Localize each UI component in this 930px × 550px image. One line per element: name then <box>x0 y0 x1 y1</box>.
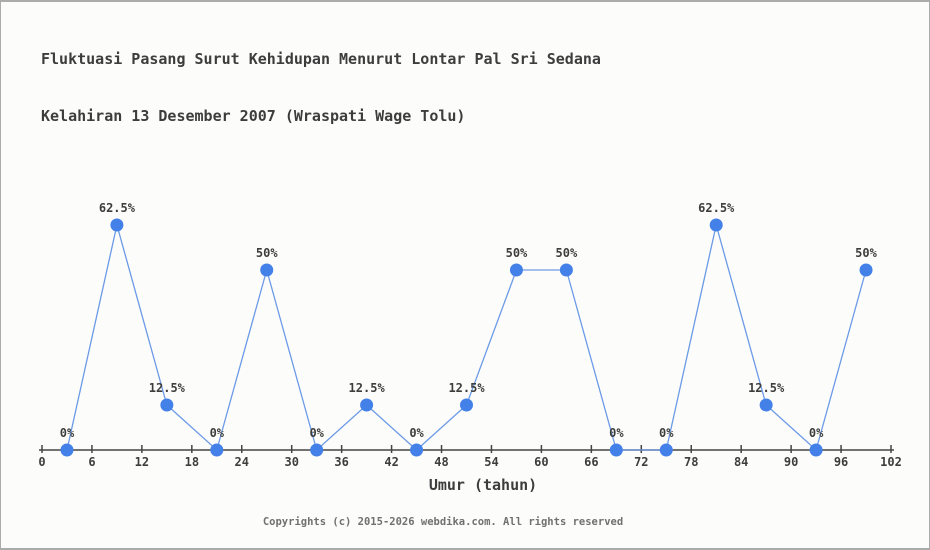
x-tick-label: 66 <box>584 455 598 469</box>
chart-title-line1: Fluktuasi Pasang Surut Kehidupan Menurut… <box>41 50 601 68</box>
series-line <box>66 224 867 452</box>
data-point <box>559 263 573 277</box>
data-point <box>60 443 74 457</box>
x-tick-label: 78 <box>684 455 698 469</box>
data-point-label: 12.5% <box>349 381 386 395</box>
data-point <box>759 398 773 412</box>
data-point-label: 12.5% <box>149 381 186 395</box>
data-point <box>859 263 873 277</box>
data-point <box>210 443 224 457</box>
data-point <box>260 263 274 277</box>
data-point-label: 0% <box>309 426 324 440</box>
x-tick-label: 90 <box>784 455 798 469</box>
x-tick-label: 12 <box>135 455 149 469</box>
data-point-label: 0% <box>659 426 674 440</box>
x-tick-label: 102 <box>880 455 902 469</box>
data-point <box>410 443 424 457</box>
x-tick-label: 36 <box>334 455 348 469</box>
data-point <box>659 443 673 457</box>
copyright-text: Copyrights (c) 2015-2026 webdika.com. Al… <box>262 516 624 528</box>
x-tick-label: 30 <box>284 455 298 469</box>
data-point-label: 12.5% <box>448 381 485 395</box>
data-point-label: 0% <box>609 426 624 440</box>
data-point-label: 0% <box>809 426 824 440</box>
data-point <box>310 443 324 457</box>
data-point <box>609 443 623 457</box>
data-point-label: 62.5% <box>698 201 735 215</box>
data-point-label: 50% <box>556 246 578 260</box>
data-point-label: 0% <box>60 426 75 440</box>
chart-title-line2: Kelahiran 13 Desember 2007 (Wraspati Wag… <box>41 107 466 125</box>
x-tick-label: 24 <box>235 455 249 469</box>
x-tick-label: 60 <box>534 455 548 469</box>
chart-title: Fluktuasi Pasang Surut Kehidupan Menurut… <box>41 12 601 164</box>
data-point-label: 62.5% <box>99 201 136 215</box>
data-point-label: 12.5% <box>748 381 785 395</box>
x-axis-title: Umur (tahun) <box>428 476 538 494</box>
data-point-label: 50% <box>506 246 528 260</box>
data-point-label: 50% <box>855 246 877 260</box>
x-tick-label: 84 <box>734 455 748 469</box>
data-point <box>160 398 174 412</box>
x-tick-label: 0 <box>38 455 45 469</box>
data-point-label: 50% <box>256 246 278 260</box>
x-tick-label: 18 <box>185 455 199 469</box>
data-point <box>360 398 374 412</box>
x-tick-label: 6 <box>88 455 95 469</box>
data-point-label: 0% <box>409 426 424 440</box>
x-tick-label: 54 <box>484 455 498 469</box>
data-point <box>809 443 823 457</box>
x-tick-label: 42 <box>384 455 398 469</box>
x-tick-label: 72 <box>634 455 648 469</box>
x-tick-label: 48 <box>434 455 448 469</box>
data-point <box>509 263 523 277</box>
data-point <box>709 218 723 232</box>
data-point <box>110 218 124 232</box>
data-point <box>460 398 473 412</box>
data-point-label: 0% <box>210 426 225 440</box>
x-tick-label: 96 <box>834 455 848 469</box>
